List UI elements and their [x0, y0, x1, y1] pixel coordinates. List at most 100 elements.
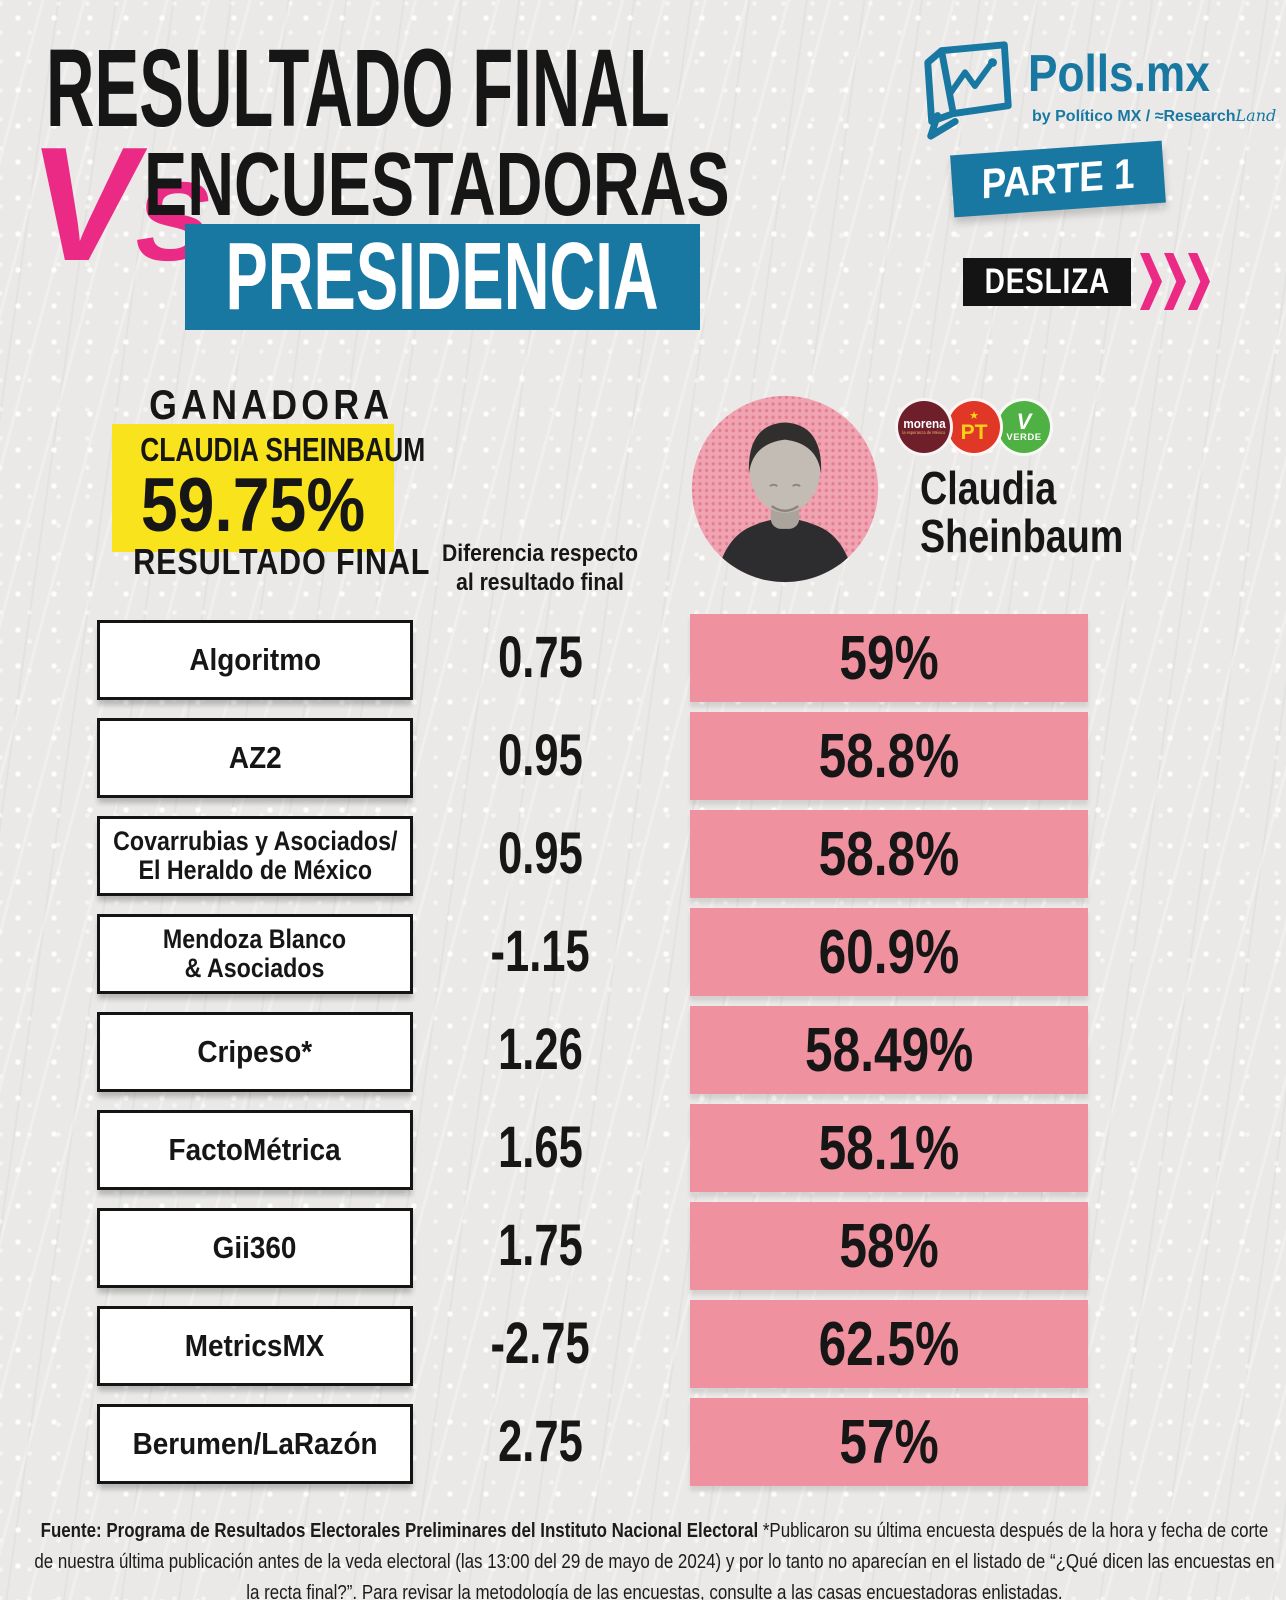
pollster-name: Berumen/LaRazón	[132, 1426, 378, 1462]
pt-party-logo: ★ PT	[945, 398, 1003, 456]
percent-bar: 58%	[690, 1202, 1088, 1290]
tagline-by: by Político MX	[1032, 108, 1142, 125]
diff-value: 1.75	[497, 1212, 583, 1278]
candidate-name: Claudia Sheinbaum	[920, 464, 1123, 561]
diff-cell: 2.75	[430, 1401, 650, 1481]
diff-value: -1.15	[490, 918, 590, 984]
table-row: Covarrubias y Asociados/El Heraldo de Mé…	[0, 807, 1286, 905]
diff-cell: 1.26	[430, 1009, 650, 1089]
pollster-box: FactoMétrica	[97, 1110, 413, 1190]
chevron-right-icon	[1140, 253, 1162, 310]
percent-value: 58.8%	[818, 819, 960, 889]
percent-value: 58.8%	[818, 721, 960, 791]
diff-value: 0.95	[497, 722, 583, 788]
table-row: Algoritmo 0.75 59%	[0, 611, 1286, 709]
table-row: Mendoza Blanco & Asociados -1.15 60.9%	[0, 905, 1286, 1003]
desliza-badge: DESLIZA	[963, 258, 1131, 306]
diff-column-header: Diferencia respecto al resultado final	[441, 540, 639, 596]
source-footnote: Fuente: Programa de Resultados Electoral…	[30, 1516, 1279, 1600]
source-text: Fuente: Programa de Resultados Electoral…	[40, 1520, 759, 1542]
diff-cell: 0.75	[430, 617, 650, 697]
pollster-name: MetricsMX	[185, 1328, 325, 1364]
polls-logo-chart-bubble-icon	[924, 41, 1012, 140]
candidate-last-name: Sheinbaum	[920, 510, 1124, 563]
diff-cell: 0.95	[430, 813, 650, 893]
pollster-box: Covarrubias y Asociados/El Heraldo de Mé…	[97, 816, 413, 896]
pt-star-icon: ★	[969, 410, 979, 422]
table-row: Berumen/LaRazón 2.75 57%	[0, 1395, 1286, 1493]
chevron-right-icon	[1164, 253, 1186, 310]
winner-label: GANADORA	[149, 381, 394, 428]
table-row: Gii360 1.75 58%	[0, 1199, 1286, 1297]
diff-cell: -1.15	[430, 911, 650, 991]
diff-value: -2.75	[490, 1310, 590, 1376]
footnote-text: *Publicaron su última encuesta después d…	[34, 1520, 1275, 1600]
chevron-right-icon	[1188, 253, 1210, 310]
pollster-box: Berumen/LaRazón	[97, 1404, 413, 1484]
parte-1-label: PARTE 1	[981, 149, 1135, 208]
title-line1: RESULTADO FINAL	[46, 27, 670, 150]
pollster-box: AZ2	[97, 718, 413, 798]
diff-value: 0.75	[497, 624, 583, 690]
diff-value: 2.75	[497, 1408, 583, 1474]
winner-name: CLAUDIA SHEINBAUM	[140, 431, 426, 468]
percent-value: 59%	[839, 623, 939, 693]
percent-value: 62.5%	[818, 1309, 960, 1379]
percent-bar: 59%	[690, 614, 1088, 702]
pollster-name: Mendoza Blanco & Asociados	[163, 923, 347, 983]
diff-value: 1.65	[497, 1114, 583, 1180]
pollster-name: Algoritmo	[189, 642, 321, 678]
winner-percent: 59.75%	[140, 463, 366, 548]
triple-chevron-right-icon	[1140, 253, 1210, 310]
percent-value: 60.9%	[818, 917, 960, 987]
percent-bar: 58.49%	[690, 1006, 1088, 1094]
pollster-box: Mendoza Blanco & Asociados	[97, 914, 413, 994]
pollster-box: Algoritmo	[97, 620, 413, 700]
table-row: FactoMétrica 1.65 58.1%	[0, 1101, 1286, 1199]
winner-highlight-box: CLAUDIA SHEINBAUM 59.75%	[112, 424, 426, 553]
diff-cell: -2.75	[430, 1303, 650, 1383]
pollster-name: AZ2	[228, 740, 282, 776]
parte-1-badge: PARTE 1	[950, 140, 1166, 218]
table-row: AZ2 0.95 58.8%	[0, 709, 1286, 807]
pollster-name: FactoMétrica	[168, 1132, 342, 1168]
presidencia-banner-label: PRESIDENCIA	[225, 223, 660, 330]
diff-value: 1.26	[497, 1016, 583, 1082]
percent-bar: 58.8%	[690, 712, 1088, 800]
morena-party-logo: morena la esperanza de México	[895, 398, 953, 456]
table-row: MetricsMX -2.75 62.5%	[0, 1297, 1286, 1395]
percent-bar: 58.1%	[690, 1104, 1088, 1192]
candidate-first-name: Claudia	[920, 462, 1057, 514]
diff-cell: 1.65	[430, 1107, 650, 1187]
tagline-brand: ≈Research	[1154, 108, 1236, 125]
party-logos: morena la esperanza de México ★ PT V VER…	[895, 398, 1053, 456]
pollster-box: Cripeso*	[97, 1012, 413, 1092]
percent-value: 57%	[839, 1407, 939, 1477]
polls-logo-wordmark: Polls.mx	[1028, 45, 1210, 103]
pollster-box: MetricsMX	[97, 1306, 413, 1386]
tagline-separator: /	[1145, 108, 1151, 125]
presidencia-banner: PRESIDENCIA	[185, 223, 700, 330]
percent-bar: 60.9%	[690, 908, 1088, 996]
desliza-label: DESLIZA	[984, 262, 1110, 301]
percent-bar: 57%	[690, 1398, 1088, 1486]
title-line2: ENCUESTADORAS	[144, 135, 730, 235]
pollster-name: Cripeso*	[197, 1034, 313, 1070]
table-row: Cripeso* 1.26 58.49%	[0, 1003, 1286, 1101]
verde-party-logo: V VERDE	[995, 398, 1053, 456]
polls-logo-tagline: by Político MX / ≈ResearchLand	[1032, 106, 1276, 126]
diff-value: 0.95	[497, 820, 583, 886]
pollster-name: Covarrubias y Asociados/El Heraldo de Mé…	[112, 825, 398, 885]
percent-bar: 58.8%	[690, 810, 1088, 898]
pollster-box: Gii360	[97, 1208, 413, 1288]
percent-value: 58%	[839, 1211, 939, 1281]
percent-value: 58.49%	[804, 1015, 974, 1085]
pollster-name: Gii360	[213, 1230, 297, 1266]
percent-bar: 62.5%	[690, 1300, 1088, 1388]
tagline-brand-script: Land	[1235, 106, 1277, 125]
results-table: Algoritmo 0.75 59% AZ2 0.95 58.8% Covarrubias …	[0, 611, 1286, 1493]
percent-value: 58.1%	[818, 1113, 960, 1183]
diff-cell: 0.95	[430, 715, 650, 795]
winner-sublabel: RESULTADO FINAL	[133, 541, 431, 582]
